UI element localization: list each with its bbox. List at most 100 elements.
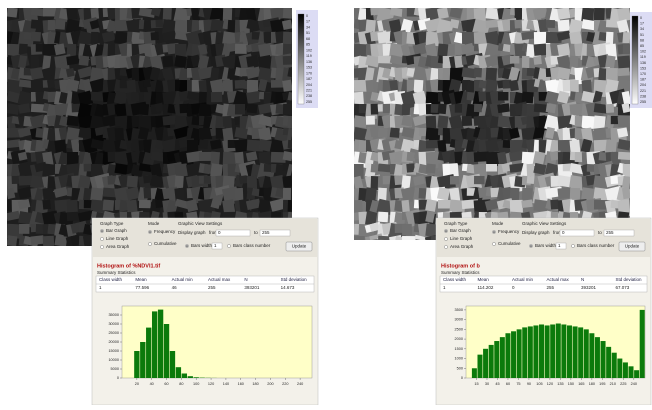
table-cell: 14.673 <box>281 285 295 290</box>
image-patch <box>437 140 446 153</box>
image-patch <box>557 67 570 80</box>
histogram-bar <box>500 337 505 378</box>
x-tick-label: 120 <box>547 382 553 386</box>
y-tick-label: 2500 <box>455 327 463 331</box>
radio <box>492 242 495 245</box>
radio <box>100 245 103 248</box>
radio <box>100 237 103 240</box>
satellite-image <box>353 6 632 243</box>
radio-dot <box>186 245 188 247</box>
image-patch <box>31 20 43 30</box>
image-patch <box>402 224 412 236</box>
colorbar-label: 255 <box>306 100 312 104</box>
x-tick-label: 150 <box>568 382 574 386</box>
y-tick-label: 20000 <box>108 340 119 344</box>
label: Graphic View Settings <box>522 221 567 226</box>
image-patch <box>19 224 30 234</box>
image-patch <box>31 56 39 70</box>
colorbar-label: 170 <box>640 72 646 76</box>
image-patch <box>383 104 390 113</box>
image-patch <box>521 199 532 208</box>
image-patch <box>378 212 389 223</box>
image-patch <box>30 67 44 80</box>
option: Frequency <box>154 229 176 234</box>
image-patch <box>546 20 555 28</box>
image-patch <box>7 7 18 17</box>
image-patch <box>618 68 630 76</box>
image-patch <box>282 20 293 30</box>
x-tick-label: 165 <box>578 382 584 386</box>
image-patch <box>414 80 424 93</box>
label: Graphic View Settings <box>178 221 223 226</box>
label: to <box>254 230 258 235</box>
x-tick-label: 105 <box>536 382 542 386</box>
button-label: Update <box>292 244 307 249</box>
label: Display graph <box>522 230 550 235</box>
table-cell: 255 <box>208 285 216 290</box>
image-patch <box>31 32 41 42</box>
image-patch <box>498 92 508 101</box>
image-patch <box>199 92 207 104</box>
x-tick-label: 20 <box>135 382 139 386</box>
colorbar-label: 17 <box>306 20 310 24</box>
histogram-bar <box>146 328 151 378</box>
label: Graph Type <box>100 221 124 226</box>
image-patch <box>283 56 292 65</box>
image-patch <box>450 176 459 185</box>
x-tick-label: 40 <box>150 382 154 386</box>
image-patch <box>271 80 283 88</box>
label: Bars class number <box>577 243 615 248</box>
y-tick-label: 3500 <box>455 308 463 312</box>
x-tick-label: 75 <box>516 382 520 386</box>
colorbar-label: 34 <box>306 25 310 29</box>
table-header: Actual max <box>208 277 231 282</box>
histogram-bar <box>164 324 169 378</box>
image-patch <box>282 80 293 92</box>
histogram-bar <box>545 325 550 378</box>
input <box>216 230 250 236</box>
label: Bars width <box>535 243 557 248</box>
image-patch <box>283 151 293 161</box>
image-patch <box>223 80 233 93</box>
y-tick-label: 5000 <box>111 367 119 371</box>
x-tick-label: 180 <box>252 382 258 386</box>
table-cell: 46 <box>172 285 178 290</box>
image-patch <box>550 199 559 209</box>
x-tick-label: 160 <box>238 382 244 386</box>
colorbar-label: 204 <box>306 83 312 87</box>
radio-dot <box>445 230 447 232</box>
radio-dot <box>530 245 532 247</box>
colorbar-label: 153 <box>640 66 646 70</box>
histogram-bar <box>634 370 639 378</box>
colorbar-label: 187 <box>640 78 646 82</box>
radio-dot <box>493 231 495 233</box>
image-patch <box>617 7 631 22</box>
colorbar-label: 187 <box>306 77 312 81</box>
histogram-bar <box>640 310 645 378</box>
image-patch <box>510 56 519 64</box>
colorbar-label: 221 <box>306 88 312 92</box>
image-patch <box>353 115 367 128</box>
image-patch <box>6 103 19 115</box>
histogram-bar <box>182 374 187 379</box>
image-patch <box>533 56 542 65</box>
image-patch <box>175 176 184 189</box>
image-patch <box>426 163 436 173</box>
histogram-title: Histogram of b <box>441 263 480 269</box>
input-value: 255 <box>262 230 270 235</box>
button-label: Update <box>625 244 640 249</box>
table-header: Class width <box>443 277 467 282</box>
image-patch <box>67 115 80 126</box>
x-tick-label: 240 <box>631 382 637 386</box>
image-patch <box>611 116 618 124</box>
histogram-bar <box>584 329 589 378</box>
image-patch <box>594 103 608 113</box>
histogram-bar <box>601 341 606 378</box>
input <box>560 230 594 236</box>
histogram-bar <box>483 349 488 378</box>
satellite-image <box>5 6 293 248</box>
image-patch <box>623 44 631 54</box>
